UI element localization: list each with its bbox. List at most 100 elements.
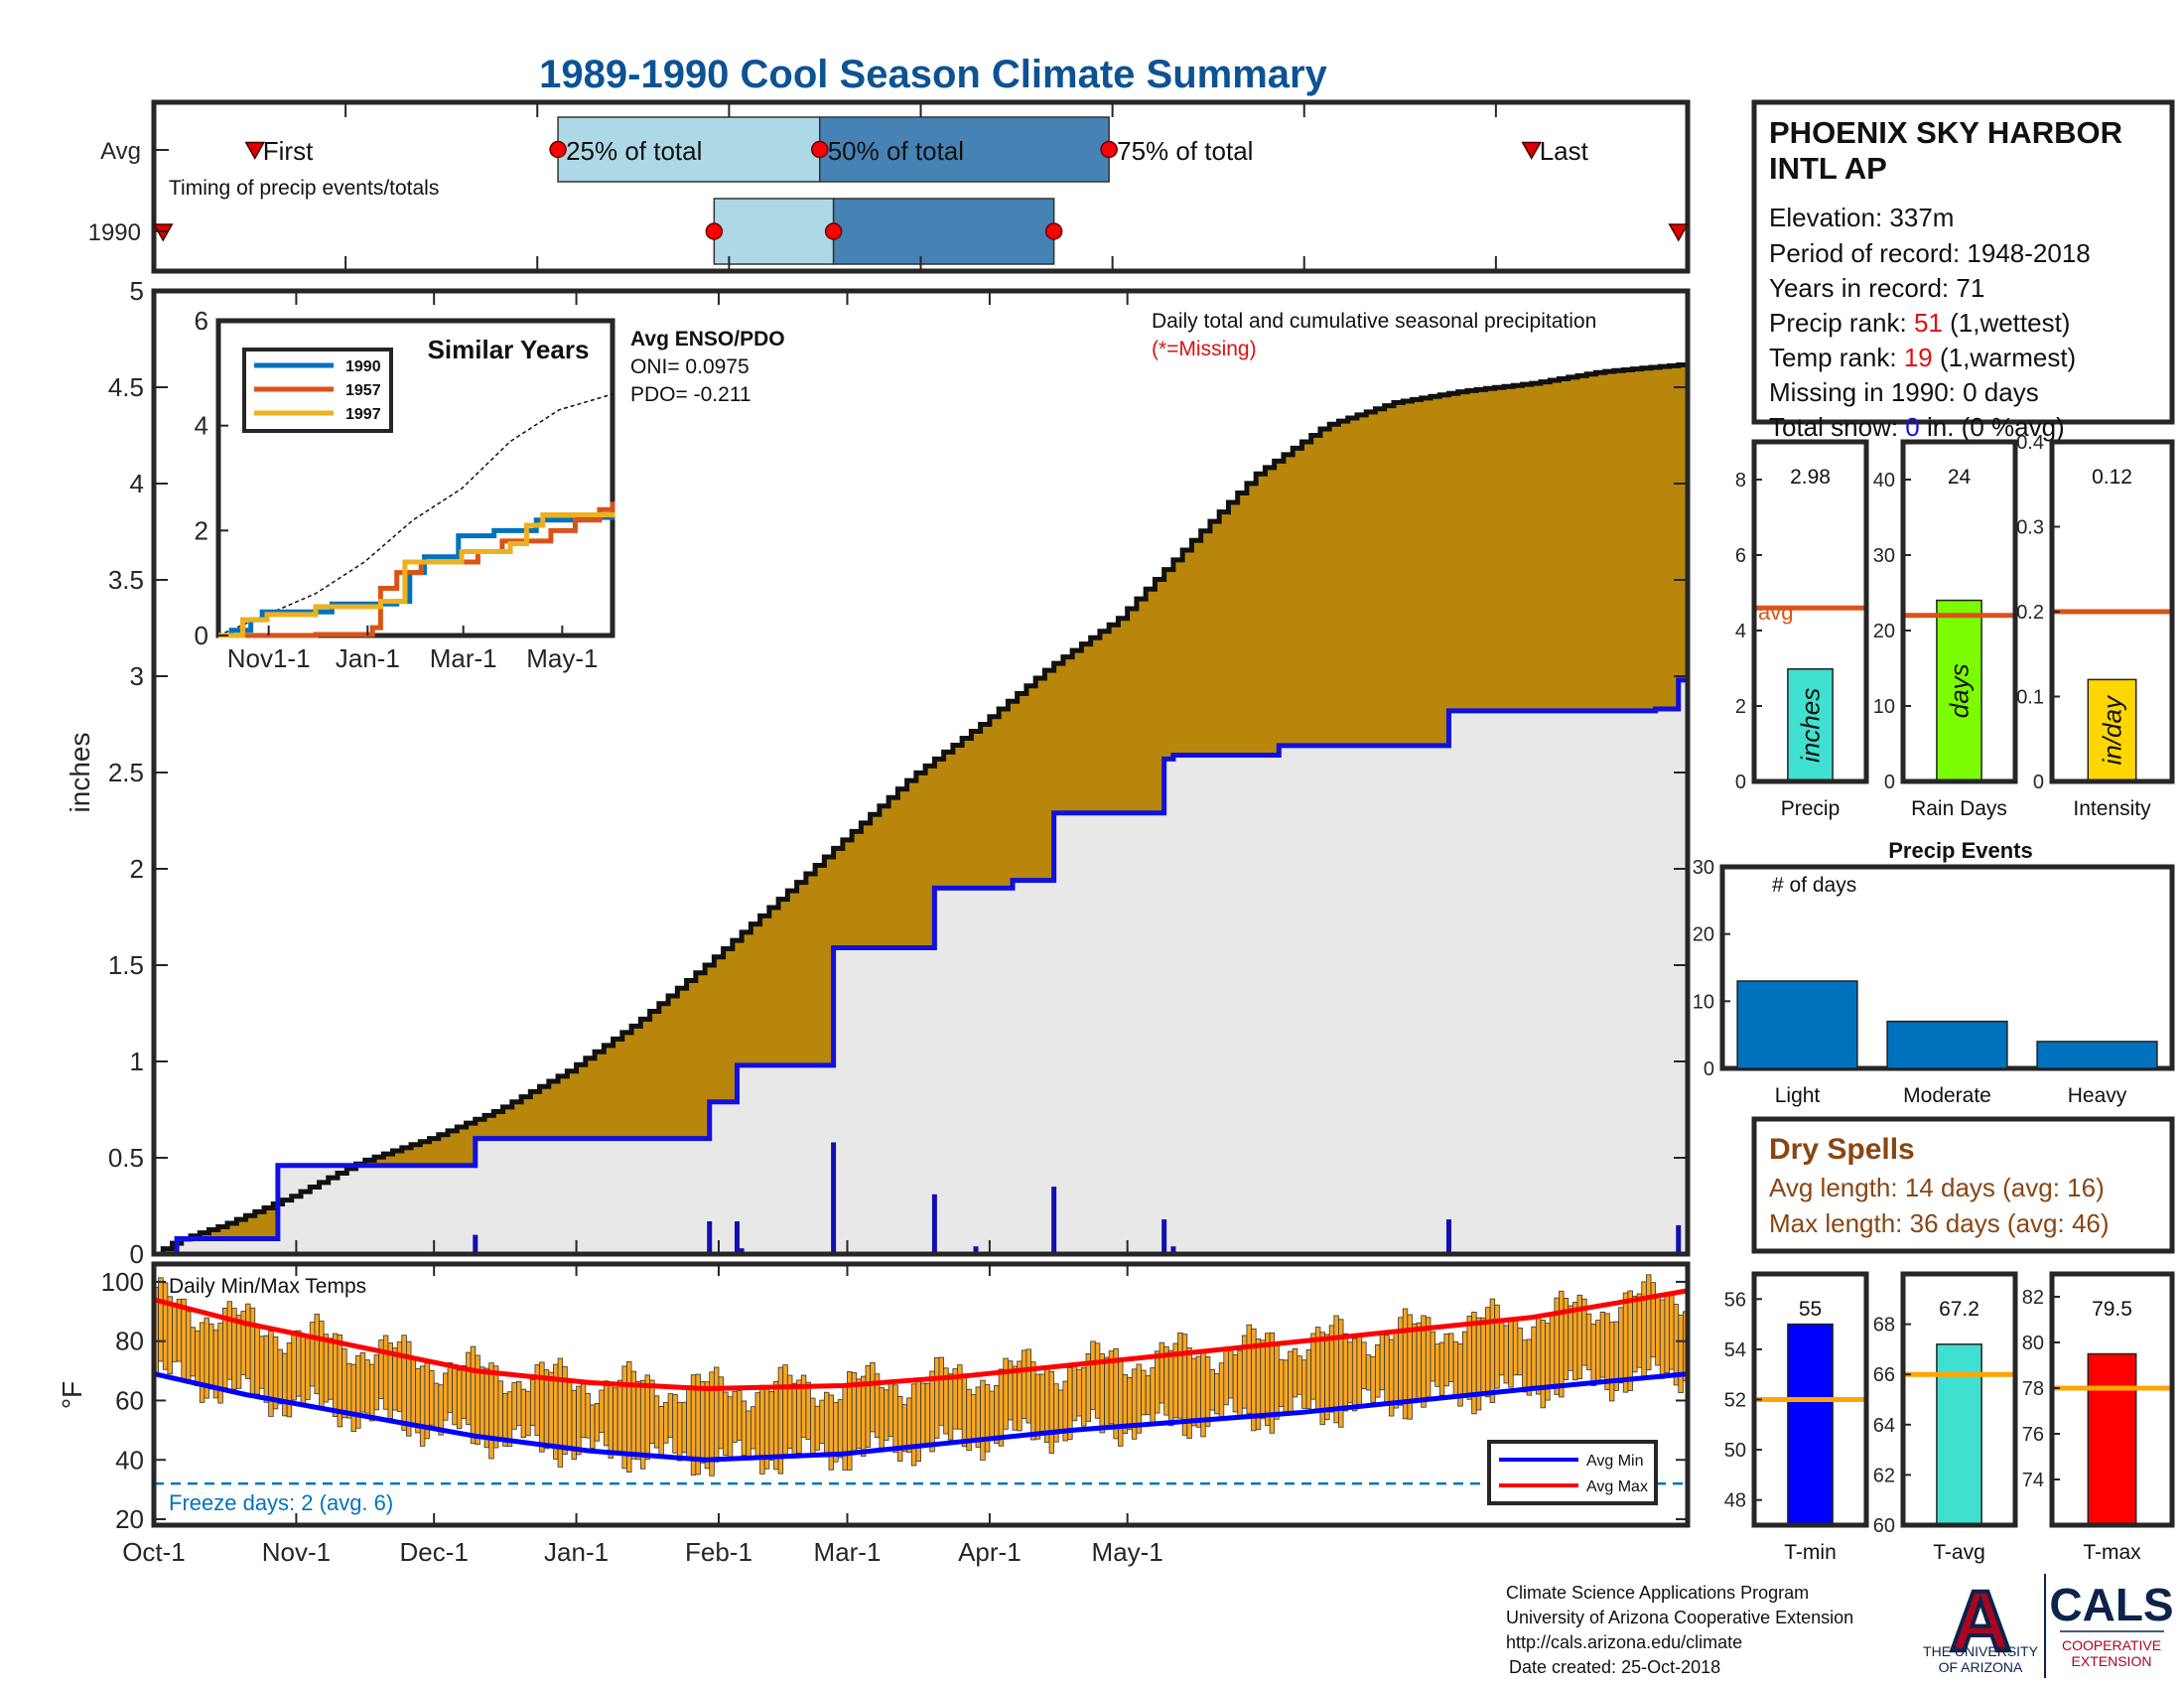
daily-temp-bar xyxy=(1039,1373,1045,1432)
daily-temp-bar xyxy=(1608,1321,1615,1402)
daily-temp-bar xyxy=(727,1396,734,1458)
daily-temp-bar xyxy=(492,1365,499,1449)
daily-temp-bar xyxy=(676,1402,683,1462)
daily-temp-bar xyxy=(1498,1319,1505,1376)
timing-year-p50-p75-box xyxy=(832,198,1055,265)
similar-years-line-1957 xyxy=(218,501,615,638)
legend-label-1997: 1997 xyxy=(345,406,381,423)
daily-temp-bar xyxy=(1678,1314,1684,1394)
timing-p50-label: 50% of total xyxy=(828,136,964,166)
year-cumulative-line xyxy=(154,677,1688,1257)
t-max-y-tick-label: 76 xyxy=(2022,1424,2044,1446)
daily-temp-bar xyxy=(1512,1318,1519,1376)
timing-year-p75-marker xyxy=(1044,222,1063,240)
similar-years-axes: 0 2 4 6 Nov1-1 Jan-1 Mar-1 May-1 xyxy=(195,306,599,673)
daily-temp-bar xyxy=(1104,1356,1110,1429)
daily-temp-bar xyxy=(1384,1335,1390,1404)
rain-days-y-tick-label: 20 xyxy=(1873,621,1895,642)
daily-temp-bar xyxy=(837,1399,844,1459)
daily-temp-bar xyxy=(167,1296,173,1375)
daily-temp-bar xyxy=(1430,1331,1435,1382)
daily-temp-bar xyxy=(1232,1353,1239,1413)
daily-temp-bar xyxy=(814,1405,821,1451)
timing-first-label: First xyxy=(263,136,314,166)
daily-temp-bar xyxy=(373,1354,380,1411)
main-y-tick-label: 0 xyxy=(130,1239,144,1269)
t-min-bar xyxy=(1787,1323,1834,1526)
temp-y-tick-label: 40 xyxy=(115,1445,144,1475)
intensity-bar xyxy=(2087,678,2137,782)
daily-precip-bar xyxy=(473,1234,478,1254)
precip-events-category-label: Moderate xyxy=(1903,1084,1991,1107)
t-avg-y-tick-label: 62 xyxy=(1873,1465,1895,1486)
daily-temp-bar xyxy=(1375,1344,1381,1398)
daily-temp-bar xyxy=(1145,1375,1152,1416)
daily-temp-bar xyxy=(1200,1350,1206,1438)
daily-temp-bar xyxy=(663,1401,669,1444)
daily-temp-bar xyxy=(915,1377,921,1463)
timing-p75-label: 75% of total xyxy=(1117,136,1253,166)
daily-temp-bar xyxy=(1412,1323,1418,1403)
daily-temp-bar xyxy=(1159,1341,1165,1404)
cals-logo: CALS COOPERATIVE EXTENSION xyxy=(2049,1579,2173,1669)
t-avg-frame xyxy=(1900,1271,2018,1528)
daily-precip-bar xyxy=(739,1248,745,1254)
precip-events-category-label: Light xyxy=(1775,1084,1821,1107)
daily-temp-bar xyxy=(805,1381,811,1441)
daily-temp-bar xyxy=(901,1404,908,1453)
daily-temp-bar xyxy=(1571,1302,1578,1381)
precip-total-avg-label: avg xyxy=(1758,600,1793,625)
daily-temp-bar xyxy=(1094,1342,1101,1419)
station-name-line2: INTL AP xyxy=(1769,151,1887,186)
daily-temp-bar xyxy=(1438,1341,1445,1396)
main-annotation: Daily total and cumulative seasonal prec… xyxy=(1152,310,1596,333)
daily-temp-bar xyxy=(1191,1357,1197,1427)
cals-sub1: COOPERATIVE xyxy=(2062,1637,2161,1653)
precip-events-y-tick-label: 0 xyxy=(1704,1058,1714,1080)
daily-temp-bar xyxy=(263,1335,270,1403)
temp-x-tick-label: Apr-1 xyxy=(958,1537,1022,1567)
timing-year-last-marker xyxy=(1668,223,1690,242)
daily-temp-bar xyxy=(828,1394,835,1471)
timing-year-p25-marker xyxy=(705,222,724,240)
daily-temp-bar xyxy=(382,1335,389,1410)
precip-total-value-label: 2.98 xyxy=(1790,466,1831,489)
daily-temp-bar xyxy=(1090,1340,1096,1410)
footer-line2: University of Arizona Cooperative Extens… xyxy=(1506,1608,1853,1627)
daily-precip-bar xyxy=(1445,1219,1451,1254)
similar-years-y-tick-label: 2 xyxy=(195,515,208,545)
daily-precip-bars xyxy=(473,1142,1682,1254)
daily-temp-bar xyxy=(892,1384,898,1454)
timing-p25-label: 25% of total xyxy=(566,136,702,166)
daily-temp-bar xyxy=(497,1380,503,1439)
daily-temp-bar xyxy=(479,1366,485,1438)
precip-total-y-tick-label: 8 xyxy=(1735,470,1746,492)
daily-temp-bar xyxy=(185,1311,192,1384)
daily-temp-bar xyxy=(658,1406,664,1456)
daily-temp-bar xyxy=(470,1345,477,1444)
similar-years-y-tick-label: 0 xyxy=(195,621,208,650)
daily-temp-bar xyxy=(1448,1333,1454,1383)
university-of-arizona-logo: A THE UNIVERSITY OF ARIZONA xyxy=(1923,1572,2046,1678)
precip-events-title: Precip Events xyxy=(1888,838,2033,863)
timing-avg-first-marker xyxy=(244,141,266,161)
daily-precip-bar xyxy=(1676,1224,1682,1254)
daily-temp-bar xyxy=(300,1336,307,1407)
main-y-tick-label: 2.5 xyxy=(108,758,144,787)
daily-temp-bar xyxy=(1048,1370,1055,1454)
t-avg-bar xyxy=(1936,1343,1982,1526)
daily-temp-bar xyxy=(704,1381,711,1470)
daily-temp-bar xyxy=(1370,1355,1376,1403)
daily-temp-bar xyxy=(1269,1332,1276,1434)
daily-temp-bar xyxy=(172,1302,178,1362)
legend-label-1957: 1957 xyxy=(345,382,381,399)
temperature-legend: Avg Min Avg Max xyxy=(1487,1440,1658,1505)
rain-days-y-tick-label: 0 xyxy=(1884,772,1895,793)
station-info-box: PHOENIX SKY HARBOR INTL AP Elevation: 33… xyxy=(1751,99,2175,442)
daily-temp-bar xyxy=(1443,1333,1449,1387)
daily-temp-bar xyxy=(989,1390,995,1439)
daily-temp-bar xyxy=(759,1384,765,1475)
daily-temp-bar xyxy=(1664,1293,1670,1373)
daily-temp-bar xyxy=(1260,1339,1266,1420)
